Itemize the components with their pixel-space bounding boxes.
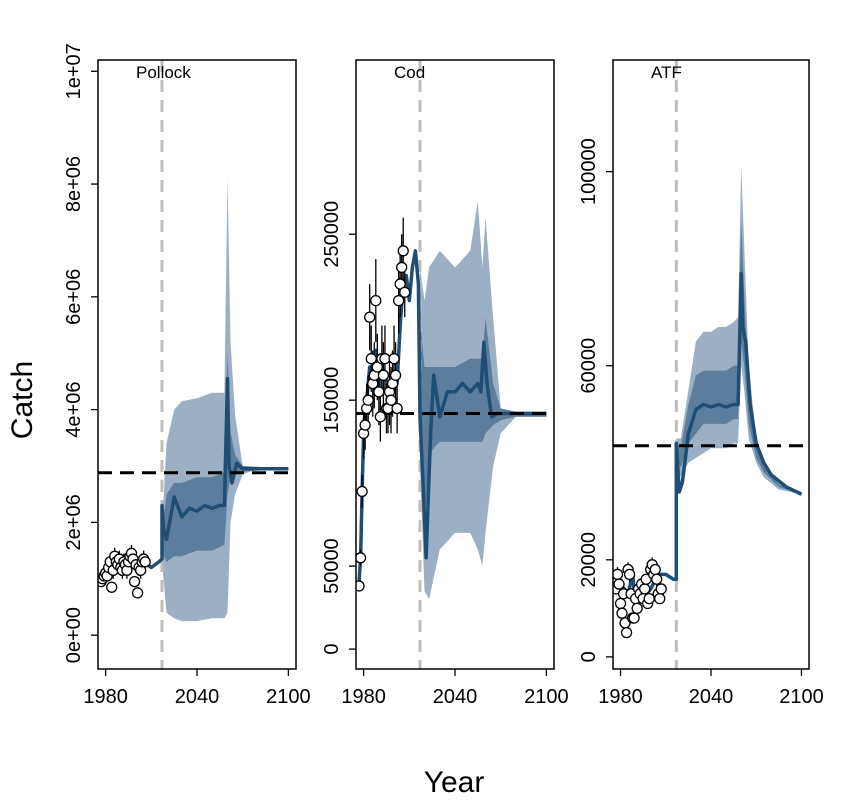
observed-point (373, 386, 385, 398)
observed-point (399, 286, 411, 298)
y-tick-label: 8e+06 (63, 156, 85, 212)
y-tick-label: 6e+06 (63, 269, 85, 325)
observed-point (131, 587, 144, 599)
plot-area (613, 60, 809, 669)
observed-point (385, 394, 397, 406)
observed-point (388, 353, 400, 365)
observed-point (614, 597, 627, 610)
y-tick-label: 60000 (578, 338, 600, 394)
observed-point (370, 294, 382, 307)
y-tick-label: 4e+06 (63, 382, 85, 438)
observed-point (362, 394, 374, 406)
observed-point (128, 575, 141, 588)
panel-title: ATF (651, 63, 682, 82)
panel-cod: Cod 1980 2040 2100 0 50000 150000 250000 (321, 59, 569, 708)
observed-point (364, 311, 376, 323)
observed-point (397, 245, 409, 257)
x-tick-label: 2100 (524, 686, 569, 708)
x-tick-label: 2040 (433, 686, 478, 708)
y-tick-label: 150000 (321, 367, 343, 434)
plot-area (98, 60, 296, 669)
observed-point (628, 612, 640, 624)
observed-point (359, 419, 371, 431)
observed-point (389, 369, 402, 381)
y-tick-label: 0e+00 (63, 607, 85, 663)
observed-point (623, 568, 636, 581)
x-tick-label: 1980 (598, 686, 643, 708)
observed-point (374, 411, 387, 423)
observed-point (377, 369, 390, 381)
y-tick-label: 100000 (578, 138, 600, 205)
x-tick-label: 1980 (83, 686, 128, 708)
observed-point (639, 583, 651, 595)
y-tick-label: 250000 (321, 201, 343, 268)
y-tick-label: 0 (321, 644, 343, 655)
panel-title: Pollock (136, 63, 191, 82)
observed-point (654, 592, 666, 605)
observed-point (649, 563, 661, 576)
observed-point (106, 581, 118, 593)
panel-atf: ATF 1980 2040 2100 0 20000 60000 100000 (578, 59, 824, 708)
panel-title: Cod (394, 63, 425, 82)
observed-point (392, 294, 405, 307)
x-tick-label: 1980 (341, 686, 386, 708)
projection-band-inner (420, 317, 547, 517)
observed-point (613, 578, 625, 590)
x-tick-label: 2040 (689, 686, 734, 708)
observed-point (356, 580, 365, 592)
observed-point (613, 568, 624, 581)
observed-point (139, 556, 151, 568)
y-tick-label: 20000 (578, 532, 600, 588)
observed-point (620, 626, 633, 639)
x-tick-label: 2100 (779, 686, 824, 708)
observed-point (396, 261, 408, 274)
observed-point (365, 353, 377, 365)
x-tick-label: 2040 (175, 686, 220, 708)
panel-pollock: Pollock 1980 2040 2100 0e+00 2e+06 4e+06 6e+06 8… (63, 43, 311, 708)
observed-point (356, 552, 367, 564)
plot-area (356, 60, 554, 669)
x-axis-title: Year (424, 766, 485, 799)
y-tick-label: 50000 (321, 538, 343, 594)
observed-point (616, 607, 628, 619)
observed-point (356, 485, 368, 498)
observed-point (643, 592, 655, 605)
observed-point (391, 402, 403, 415)
y-tick-label: 0 (578, 651, 600, 662)
observed-point (651, 573, 663, 585)
y-tick-label: 2e+06 (63, 494, 85, 550)
observed-point (655, 583, 667, 595)
observed-point (631, 602, 643, 614)
y-tick-label: 1e+07 (63, 43, 85, 99)
x-tick-label: 2100 (266, 686, 311, 708)
y-axis-title: Catch (6, 361, 39, 439)
